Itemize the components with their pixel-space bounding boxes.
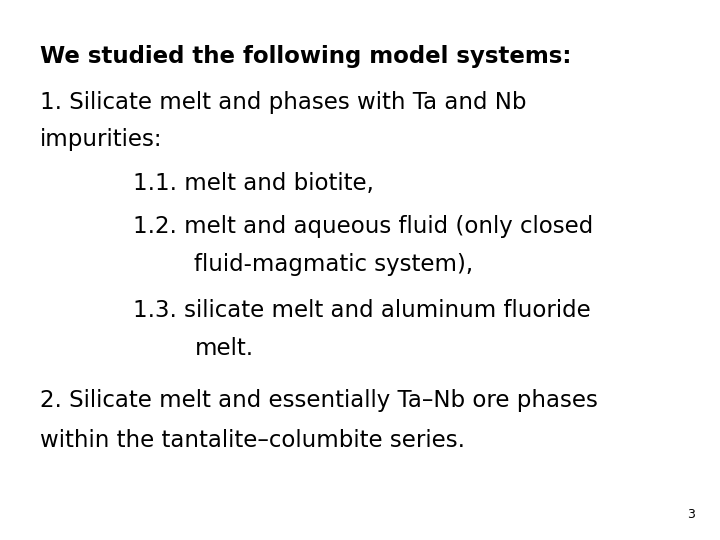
Text: 1. Silicate melt and phases with Ta and Nb: 1. Silicate melt and phases with Ta and … <box>40 91 526 114</box>
Text: melt.: melt. <box>194 337 253 360</box>
Text: We studied the following model systems:: We studied the following model systems: <box>40 45 571 68</box>
Text: impurities:: impurities: <box>40 128 162 151</box>
Text: 1.3. silicate melt and aluminum fluoride: 1.3. silicate melt and aluminum fluoride <box>133 299 591 322</box>
Text: 1.2. melt and aqueous fluid (only closed: 1.2. melt and aqueous fluid (only closed <box>133 215 593 238</box>
Text: 1.1. melt and biotite,: 1.1. melt and biotite, <box>133 172 374 195</box>
Text: 2. Silicate melt and essentially Ta–Nb ore phases: 2. Silicate melt and essentially Ta–Nb o… <box>40 389 598 412</box>
Text: 3: 3 <box>687 508 695 521</box>
Text: within the tantalite–columbite series.: within the tantalite–columbite series. <box>40 429 464 451</box>
Text: fluid-magmatic system),: fluid-magmatic system), <box>194 253 474 276</box>
